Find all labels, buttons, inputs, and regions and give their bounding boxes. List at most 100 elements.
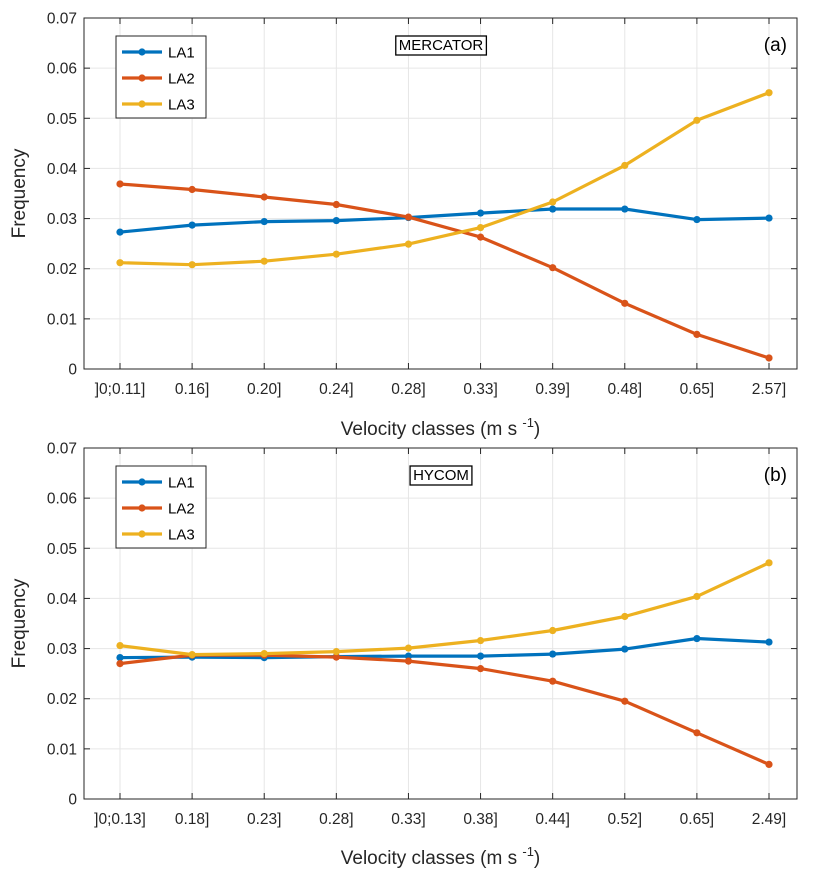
x-tick-label: 2.57] [752, 381, 786, 398]
data-point-la1 [404, 652, 413, 660]
legend-label-la1: LA1 [168, 475, 195, 492]
x-tick-label: 0.18] [175, 811, 209, 828]
data-point-la2 [188, 185, 196, 194]
y-tick-label: 0.05 [47, 111, 77, 128]
model-annotation-box [395, 35, 488, 56]
data-point-la2 [404, 657, 413, 665]
y-tick-label: 0.03 [47, 641, 77, 658]
axes-box [83, 447, 798, 800]
data-point-la1 [621, 645, 629, 653]
legend-marker-la1 [138, 48, 146, 56]
data-point-la3 [332, 250, 340, 258]
data-point-la3 [549, 626, 557, 635]
y-tick-label: 0 [68, 362, 77, 379]
data-point-la3 [621, 612, 629, 621]
data-point-la3 [476, 636, 485, 645]
data-point-la1 [188, 221, 196, 229]
x-tick-label: 0.16] [175, 381, 209, 398]
data-point-la1 [260, 217, 268, 226]
legend-label-la3: LA3 [168, 97, 195, 114]
legend-label-la2: LA2 [168, 71, 195, 88]
y-tick-label: 0.03 [47, 211, 77, 228]
data-point-la3 [116, 641, 124, 650]
data-point-la2 [260, 193, 268, 201]
data-point-la2 [765, 760, 773, 769]
data-point-la1 [693, 634, 701, 643]
data-point-la3 [476, 223, 485, 232]
panel-label: (b) [764, 465, 787, 486]
data-point-la3 [765, 559, 773, 567]
data-point-la1 [549, 650, 557, 658]
y-tick-label: 0.06 [47, 491, 77, 508]
data-point-la2 [693, 729, 701, 737]
data-point-la1 [765, 638, 773, 646]
data-point-la1 [476, 652, 485, 660]
data-point-la2 [332, 653, 340, 661]
data-point-la3 [404, 240, 413, 248]
series-line-la3 [118, 561, 771, 657]
data-point-la2 [332, 200, 340, 209]
legend-label-la1: LA1 [168, 45, 195, 62]
data-point-la2 [621, 299, 629, 307]
data-point-la1 [549, 205, 557, 213]
data-point-la2 [476, 233, 485, 241]
data-point-la2 [404, 213, 413, 221]
y-tick-label: 0.04 [47, 161, 78, 178]
data-point-la1 [116, 653, 124, 662]
chart-panel-2: 0 0.01 0.02 0.03 0.04 0.05 0.06 0.07]0;0.13] 0.1… [9, 441, 798, 869]
data-point-la1 [765, 214, 773, 222]
data-point-la2 [549, 264, 557, 272]
panel-label: (a) [764, 35, 787, 56]
data-point-la3 [693, 592, 701, 601]
data-point-la3 [260, 649, 268, 658]
y-tick-label: 0.01 [47, 311, 77, 328]
series-line-la3 [118, 91, 771, 267]
x-tick-label: 0.33] [391, 811, 425, 828]
data-point-la1 [693, 215, 701, 224]
data-point-la2 [116, 180, 124, 188]
y-tick-label: 0.06 [47, 61, 77, 78]
data-point-la2 [693, 330, 701, 339]
x-tick-label: 0.52] [608, 811, 642, 828]
x-axis-label: Velocity classes (m s -1) [341, 844, 541, 869]
y-axis-label: Frequency [9, 578, 30, 668]
data-point-la1 [621, 205, 629, 213]
data-point-la3 [621, 161, 629, 170]
legend-marker-la3 [138, 100, 146, 108]
x-tick-label: ]0;0.11] [95, 381, 146, 398]
data-point-la1 [116, 228, 124, 236]
series-line-la1 [118, 207, 771, 234]
x-tick-label: 0.20] [247, 381, 281, 398]
y-tick-label: 0.07 [47, 441, 77, 458]
data-point-la3 [260, 257, 268, 265]
data-point-la2 [765, 354, 773, 362]
legend-marker-la2 [138, 74, 146, 82]
y-tick-label: 0.05 [47, 541, 77, 558]
data-point-la3 [188, 650, 196, 659]
data-point-la2 [549, 677, 557, 685]
legend-marker-la1 [138, 478, 146, 486]
y-tick-label: 0.02 [47, 261, 77, 278]
data-point-la3 [693, 116, 701, 124]
model-annotation-box [409, 465, 473, 486]
model-annotation: HYCOM [413, 467, 469, 484]
series-line-la1 [118, 636, 771, 660]
data-point-la1 [476, 209, 485, 217]
y-tick-label: 0.04 [47, 591, 78, 608]
x-tick-label: 0.33] [463, 381, 497, 398]
data-point-la3 [188, 261, 196, 269]
legend-marker-la2 [138, 504, 146, 512]
data-point-la3 [404, 644, 413, 652]
axes-box [83, 17, 798, 370]
x-tick-label: 0.44] [535, 811, 569, 828]
y-axis-label: Frequency [9, 148, 30, 238]
y-tick-label: 0.07 [47, 11, 77, 28]
data-point-la3 [765, 89, 773, 97]
y-tick-label: 0 [68, 792, 77, 809]
y-tick-label: 0.01 [47, 741, 77, 758]
legend-label-la2: LA2 [168, 501, 195, 518]
x-tick-label: 0.28] [391, 381, 425, 398]
x-axis-label: Velocity classes (m s -1) [341, 415, 541, 440]
x-tick-label: 0.65] [680, 811, 714, 828]
